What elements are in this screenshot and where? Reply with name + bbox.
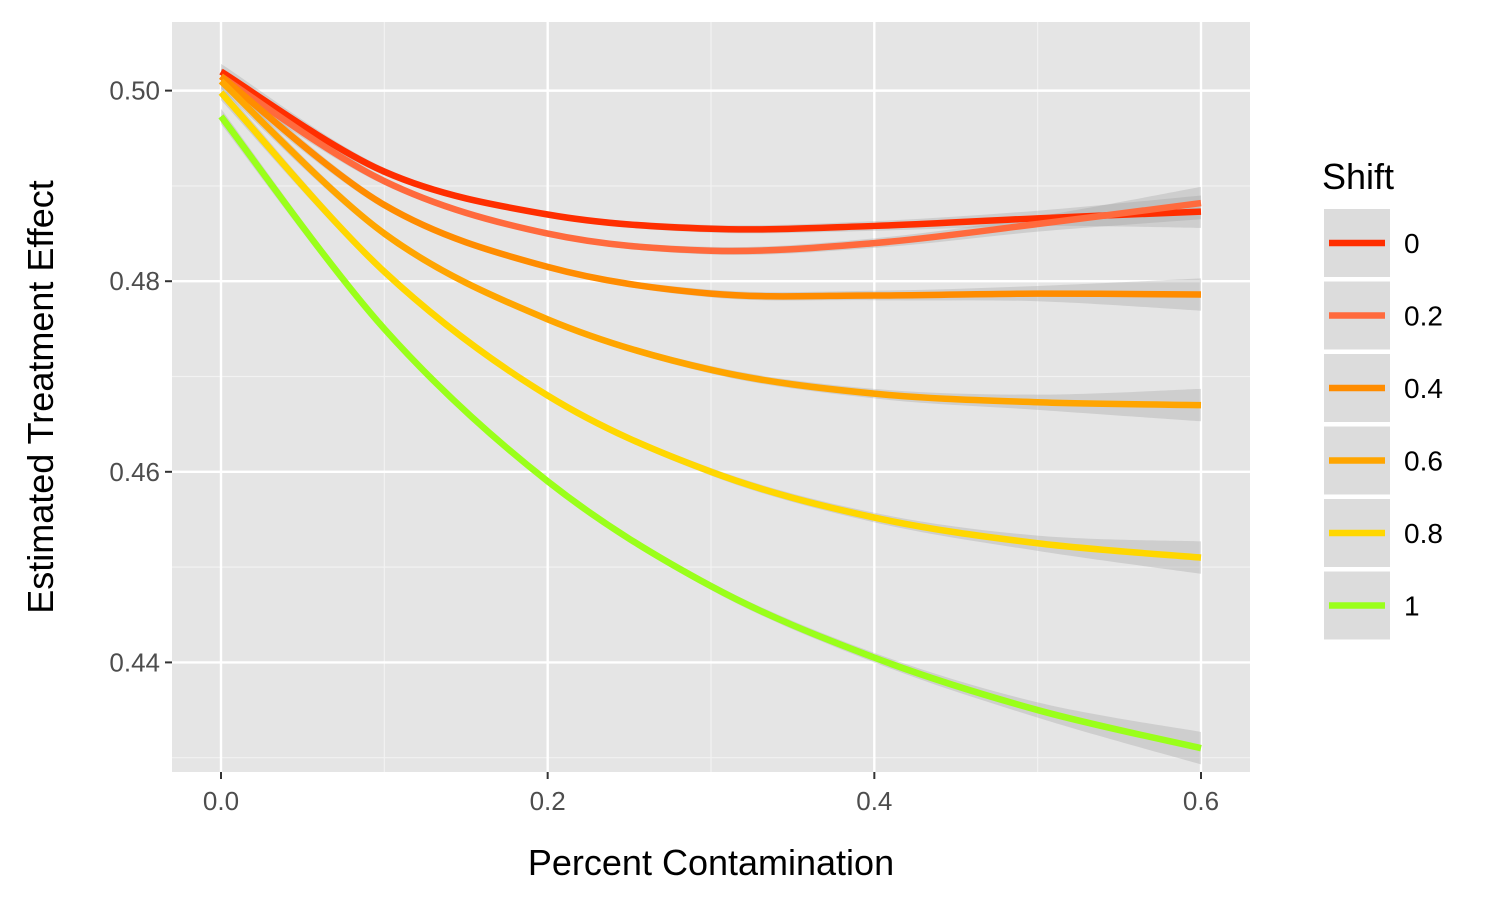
- y-tick-label: 0.46: [109, 457, 160, 487]
- x-tick-label: 0.2: [530, 786, 566, 816]
- x-tick-label: 0.0: [203, 786, 239, 816]
- series-line-0.6: [218, 78, 1202, 409]
- x-tick-label: 0.6: [1183, 786, 1219, 816]
- legend-label-1: 1: [1404, 591, 1420, 622]
- legend-label-0.6: 0.6: [1404, 446, 1443, 477]
- x-axis-title: Percent Contamination: [528, 842, 894, 883]
- y-tick-label: 0.48: [109, 266, 160, 296]
- legend-label-0.4: 0.4: [1404, 373, 1443, 404]
- legend-label-0.2: 0.2: [1404, 301, 1443, 332]
- y-axis-title: Estimated Treatment Effect: [20, 180, 61, 614]
- legend: Shift 0 0.2 0.4 0.6 0.8 1: [1322, 156, 1443, 642]
- legend-title: Shift: [1322, 156, 1394, 197]
- y-tick-label: 0.44: [109, 647, 160, 677]
- series-line-0.2: [219, 73, 1202, 255]
- series-line-0: [219, 68, 1202, 233]
- series-line-0.8: [218, 90, 1202, 561]
- series-line-1: [218, 114, 1202, 752]
- confidence-band-0.4: [221, 68, 1201, 311]
- axis-ticks: 0.0 0.2 0.4 0.6 0.44 0.46 0.48 0.50: [109, 76, 1219, 816]
- grid: [172, 22, 1250, 772]
- x-tick-label: 0.4: [856, 786, 892, 816]
- legend-label-0.8: 0.8: [1404, 518, 1443, 549]
- series-lines: [218, 68, 1202, 752]
- legend-label-0: 0: [1404, 228, 1420, 259]
- y-tick-label: 0.50: [109, 76, 160, 106]
- series-line-0.4: [218, 73, 1202, 300]
